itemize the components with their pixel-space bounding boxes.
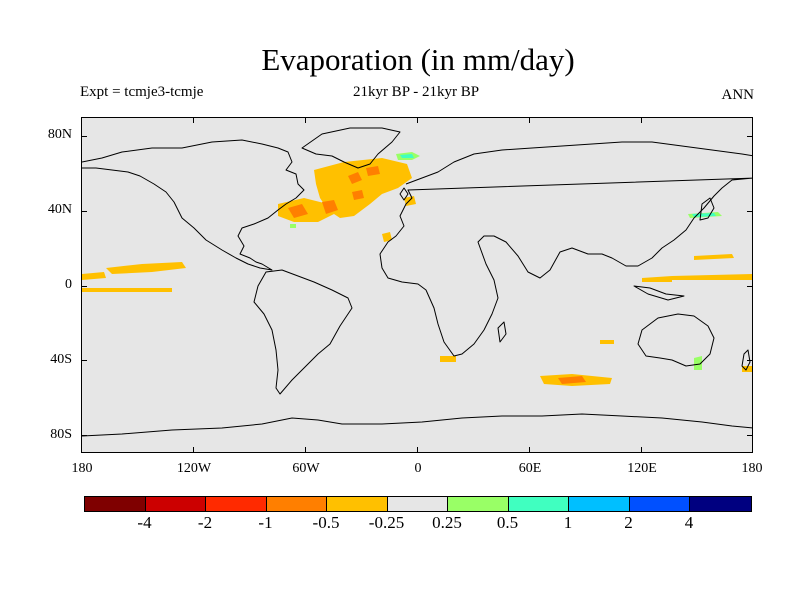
colorbar-label: 4 — [684, 513, 694, 532]
world-map — [81, 117, 753, 453]
colorbar-swatch — [206, 497, 267, 511]
antarctica-coast — [82, 413, 752, 437]
lat-tick-label: 80S — [50, 427, 72, 442]
lat-tick-mark — [747, 435, 753, 436]
colorbar-swatch — [387, 497, 448, 511]
colorbar-label: 1 — [563, 513, 573, 532]
colorbar-swatch — [145, 497, 206, 511]
colorbar-swatch — [266, 497, 327, 511]
coastlines — [82, 127, 752, 437]
colorbar-label: -0.5 — [312, 513, 340, 532]
colorbar-swatch — [327, 497, 388, 511]
lat-tick-mark — [81, 286, 87, 287]
lon-tick-label: 0 — [414, 461, 422, 476]
colorbar-label: 2 — [624, 513, 633, 532]
colorbar-label: -2 — [197, 513, 213, 532]
colorbar-label: 0.25 — [432, 513, 462, 532]
lat-tick-mark — [81, 435, 87, 436]
lat-tick-mark — [747, 211, 753, 212]
lat-tick-mark — [747, 286, 753, 287]
lat-tick-label: 0 — [65, 277, 72, 292]
australia-coast — [637, 313, 715, 367]
colorbar-swatch — [690, 497, 751, 511]
chart-title: Evaporation (in mm/day) — [261, 42, 575, 77]
season-label: ANN — [721, 87, 755, 103]
lon-tick-label: 120E — [627, 461, 657, 476]
lon-tick-mark — [193, 117, 194, 123]
period-label: 21kyr BP - 21kyr BP — [352, 84, 480, 100]
colorbar-swatch — [569, 497, 630, 511]
lon-tick-mark — [529, 117, 530, 123]
south-america-coast — [253, 269, 353, 395]
japan-coast — [699, 197, 715, 221]
colorbar-swatch — [85, 497, 146, 511]
anomaly-orange — [288, 166, 586, 384]
lat-tick-label: 40S — [50, 352, 72, 367]
anomaly-positive — [290, 152, 722, 370]
map-svg — [82, 118, 752, 452]
lon-tick-mark — [193, 447, 194, 453]
lon-tick-label: 60E — [518, 461, 542, 476]
lat-tick-mark — [81, 360, 87, 361]
lon-tick-mark — [305, 447, 306, 453]
experiment-label: Expt = tcmje3-tcmje — [80, 84, 204, 100]
colorbar-label: -4 — [137, 513, 152, 532]
map-background — [82, 118, 752, 452]
colorbar-swatch — [508, 497, 569, 511]
lat-tick-mark — [81, 211, 87, 212]
lon-tick-label: 180 — [71, 461, 93, 476]
lon-tick-label: 120W — [176, 461, 212, 476]
lon-tick-label: 180 — [741, 461, 763, 476]
lat-tick-mark — [747, 360, 753, 361]
colorbar-swatch — [629, 497, 690, 511]
lat-tick-mark — [747, 136, 753, 137]
lon-tick-mark — [641, 447, 642, 453]
colorbar — [84, 496, 752, 512]
colorbar-label: 0.5 — [496, 513, 519, 532]
indonesia-coast — [633, 285, 685, 301]
colorbar-swatch — [448, 497, 509, 511]
lat-tick-label: 80N — [47, 127, 72, 142]
lon-tick-mark — [417, 117, 418, 123]
north-america-coast — [82, 139, 305, 271]
eurasia-africa-coast — [379, 141, 752, 357]
colorbar-label: -1 — [258, 513, 273, 532]
lat-tick-mark — [81, 136, 87, 137]
lon-tick-mark — [641, 117, 642, 123]
lat-tick-label: 40N — [47, 202, 72, 217]
madagascar-coast — [497, 321, 507, 343]
greenland-coast — [301, 127, 401, 169]
lon-tick-mark — [305, 117, 306, 123]
lon-tick-mark — [417, 447, 418, 453]
british-isles-coast — [399, 187, 409, 201]
new-zealand-coast — [741, 349, 751, 371]
lon-tick-mark — [529, 447, 530, 453]
colorbar-label: -0.25 — [368, 513, 405, 532]
lon-tick-label: 60W — [292, 461, 320, 476]
